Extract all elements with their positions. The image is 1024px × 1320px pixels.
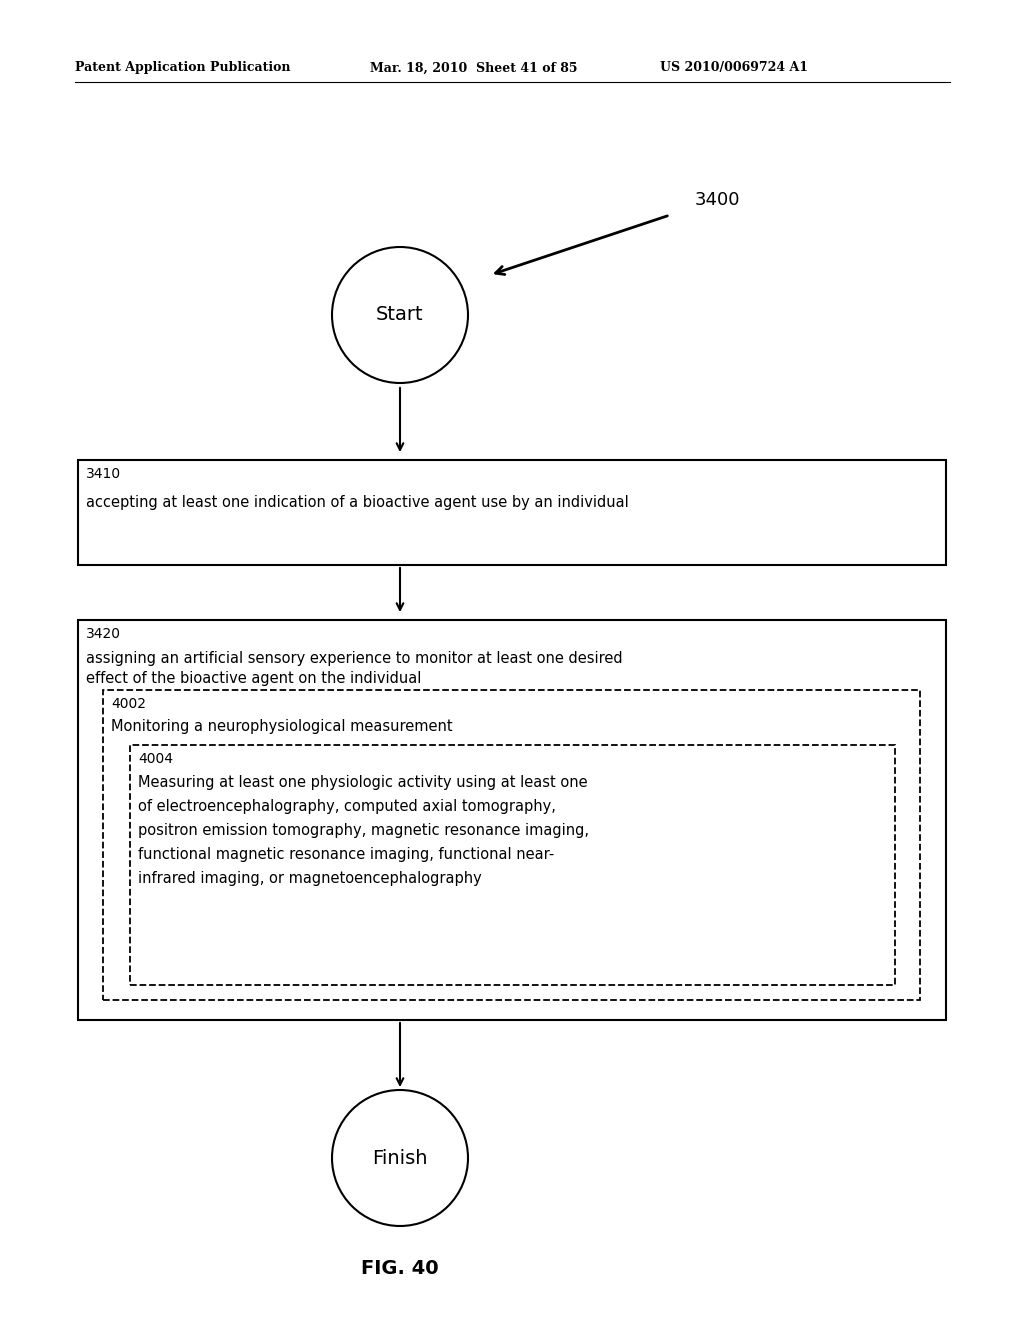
Text: 4002: 4002 xyxy=(111,697,146,711)
Text: effect of the bioactive agent on the individual: effect of the bioactive agent on the ind… xyxy=(86,672,421,686)
Text: Monitoring a neurophysiological measurement: Monitoring a neurophysiological measurem… xyxy=(111,718,453,734)
Text: FIG. 40: FIG. 40 xyxy=(361,1258,439,1278)
Text: Patent Application Publication: Patent Application Publication xyxy=(75,62,291,74)
Bar xyxy=(130,744,895,985)
Text: 3420: 3420 xyxy=(86,627,121,642)
Text: infrared imaging, or magnetoencephalography: infrared imaging, or magnetoencephalogra… xyxy=(138,871,481,887)
Text: of electroencephalography, computed axial tomography,: of electroencephalography, computed axia… xyxy=(138,800,556,814)
Text: Start: Start xyxy=(376,305,424,325)
Text: positron emission tomography, magnetic resonance imaging,: positron emission tomography, magnetic r… xyxy=(138,824,589,838)
Text: 3410: 3410 xyxy=(86,467,121,480)
Text: functional magnetic resonance imaging, functional near-: functional magnetic resonance imaging, f… xyxy=(138,847,554,862)
Bar xyxy=(78,620,946,1020)
Text: 4004: 4004 xyxy=(138,752,173,766)
Text: Measuring at least one physiologic activity using at least one: Measuring at least one physiologic activ… xyxy=(138,776,588,791)
Text: assigning an artificial sensory experience to monitor at least one desired: assigning an artificial sensory experien… xyxy=(86,651,623,665)
Text: US 2010/0069724 A1: US 2010/0069724 A1 xyxy=(660,62,808,74)
Bar xyxy=(103,690,920,1001)
Text: Mar. 18, 2010  Sheet 41 of 85: Mar. 18, 2010 Sheet 41 of 85 xyxy=(370,62,578,74)
Text: Finish: Finish xyxy=(373,1148,428,1167)
Text: accepting at least one indication of a bioactive agent use by an individual: accepting at least one indication of a b… xyxy=(86,495,629,510)
Bar xyxy=(78,459,946,565)
Text: 3400: 3400 xyxy=(695,191,740,209)
